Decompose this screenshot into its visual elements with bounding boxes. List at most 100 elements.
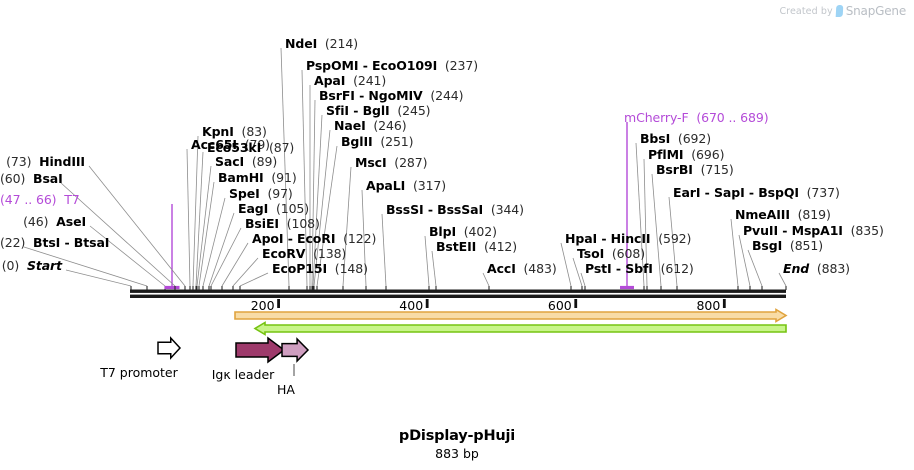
site-label-msci[interactable]: MscI (287) [355, 155, 428, 170]
feature-arrows-group [157, 336, 310, 376]
ruler-group [277, 299, 726, 308]
site-position: (317) [412, 178, 447, 193]
site-label-bsiei[interactable]: BsiEI (108) [245, 217, 320, 230]
site-position: (819) [797, 207, 831, 222]
site-label-eagi[interactable]: EagI (105) [238, 202, 309, 215]
site-label-apoi[interactable]: ApoI - EcoRI (122) [252, 232, 376, 245]
site-position: (251) [380, 134, 414, 149]
site-position: (0) [1, 258, 20, 273]
snapgene-brand: SnapGene [845, 4, 906, 18]
site-label-mcherryf[interactable]: mCherry-F (670 .. 689) [624, 110, 769, 125]
site-label-hindiii[interactable]: (73) HindIII [0, 155, 85, 168]
site-name: BsrFI - NgoMIV [319, 88, 423, 103]
site-name: EcoP15I [272, 261, 328, 276]
site-position: (97) [267, 186, 293, 201]
site-label-acc65i[interactable]: Acc65I (79) [191, 138, 270, 151]
site-position: (883) [816, 261, 850, 276]
site-name: EagI [238, 201, 269, 216]
site-label-hpai[interactable]: HpaI - HincII (592) [565, 232, 691, 245]
site-label-spei[interactable]: SpeI (97) [229, 187, 293, 200]
ruler-tick-400: 400 [399, 298, 424, 313]
page-title: pDisplay-pHuji [398, 428, 516, 444]
feature-caption-t7-promoter: T7 promoter [100, 365, 178, 380]
site-name: End [783, 261, 810, 276]
site-name: BglII [341, 134, 373, 149]
sequence-backbone-group [130, 289, 786, 298]
feature-arrow-ha-tag[interactable] [281, 337, 310, 363]
site-label-naei[interactable]: NaeI (246) [334, 119, 407, 132]
site-name: SfiI - BglI [326, 103, 390, 118]
site-name: PspOMI - EcoO109I [306, 58, 438, 73]
site-label-ndei[interactable]: NdeI (214) [285, 37, 358, 50]
site-name: NdeI [285, 36, 318, 51]
site-position: (246) [373, 118, 407, 133]
site-label-ecorv[interactable]: EcoRV (138) [262, 247, 346, 260]
site-position: (122) [343, 231, 377, 246]
site-name: EarI - SapI - BspQI [673, 185, 799, 200]
site-label-acci[interactable]: AccI (483) [487, 262, 557, 275]
site-name: Acc65I [191, 137, 237, 152]
site-position: (244) [430, 88, 464, 103]
site-position: (344) [490, 202, 524, 217]
site-name: mCherry-F [624, 110, 689, 125]
site-position: (237) [444, 58, 479, 73]
site-label-kpni[interactable]: KpnI (83) [202, 125, 267, 138]
site-position: (83) [241, 124, 267, 139]
site-label-bstеii[interactable]: BstEII (412) [436, 240, 517, 253]
site-name: BsrBI [656, 162, 693, 177]
plasmid-title-block: pDisplay-pHuji 883 bp [0, 428, 914, 461]
site-label-pspomi[interactable]: PspOMI - EcoO109I (237) [306, 59, 478, 72]
feature-arrow-t7-promoter[interactable] [157, 336, 182, 360]
site-position: (22) [0, 235, 26, 250]
site-position: (287) [394, 155, 428, 170]
site-name: BsgI [752, 238, 783, 253]
site-label-bsrfi[interactable]: BsrFI - NgoMIV (244) [319, 88, 464, 103]
site-label-bbsi[interactable]: BbsI (692) [640, 132, 711, 145]
site-label-bsai[interactable]: (60) BsaI [0, 172, 63, 185]
site-label-bsssi[interactable]: BssSI - BssSaI (344) [386, 203, 524, 216]
site-name: PflMI [648, 147, 684, 162]
site-label-tsoi[interactable]: TsoI (608) [577, 247, 645, 260]
site-label-asei[interactable]: (46) AseI [0, 215, 86, 228]
site-name: AccI [487, 261, 516, 276]
site-name: BlpI [429, 224, 457, 239]
site-label-bsgi[interactable]: BsgI (851) [752, 239, 823, 252]
site-label-bglii[interactable]: BglII (251) [341, 134, 414, 149]
site-position: (696) [691, 147, 725, 162]
site-label-end[interactable]: End (883) [783, 262, 850, 275]
site-position: (483) [523, 261, 557, 276]
site-label-ecop15i[interactable]: EcoP15I (148) [272, 262, 368, 275]
site-label-btsi[interactable]: (22) BtsI - BtsaI [0, 236, 109, 249]
site-label-apai[interactable]: ApaI (241) [314, 74, 386, 87]
site-label-saci[interactable]: SacI (89) [215, 155, 277, 168]
site-label-blpi[interactable]: BlpI (402) [429, 225, 497, 238]
site-position: (214) [324, 36, 359, 51]
feature-caption-igk-leader: Igκ leader [211, 367, 275, 382]
site-name: ApaI [314, 73, 346, 88]
site-position: (245) [397, 103, 431, 118]
leader-lines-group [23, 47, 787, 290]
site-label-pvuii[interactable]: PvuII - MspA1I (835) [743, 224, 884, 237]
site-label-sfii[interactable]: SfiI - BglI (245) [326, 103, 431, 118]
site-label-pflmi[interactable]: PflMI (696) [648, 148, 724, 161]
site-position: (670 .. 689) [696, 110, 769, 125]
site-position: (715) [700, 162, 734, 177]
site-position: (105) [275, 201, 310, 216]
site-position: (692) [677, 131, 712, 146]
feature-arrow-igk-leader[interactable] [235, 336, 286, 364]
site-position: (608) [611, 246, 646, 261]
site-label-bamhi[interactable]: BamHI (91) [218, 171, 297, 184]
site-label-t7[interactable]: (47 .. 66) T7 [0, 192, 80, 207]
site-label-bsrbi[interactable]: BsrBI (715) [656, 163, 734, 176]
site-label-apali[interactable]: ApaLI (317) [366, 179, 446, 192]
annotation-bars-group [234, 308, 788, 336]
site-label-start[interactable]: (0) Start [0, 259, 62, 272]
site-name: Start [26, 258, 62, 273]
site-label-eco53ki[interactable]: Eco53kI (87) [207, 141, 294, 154]
site-label-psti[interactable]: PstI - SbfI (612) [585, 262, 694, 275]
site-label-nmeaiii[interactable]: NmeAIII (819) [735, 208, 831, 221]
site-position: (47 .. 66) [0, 192, 57, 207]
site-label-eari[interactable]: EarI - SapI - BspQI (737) [673, 186, 840, 199]
site-position: (592) [658, 231, 692, 246]
